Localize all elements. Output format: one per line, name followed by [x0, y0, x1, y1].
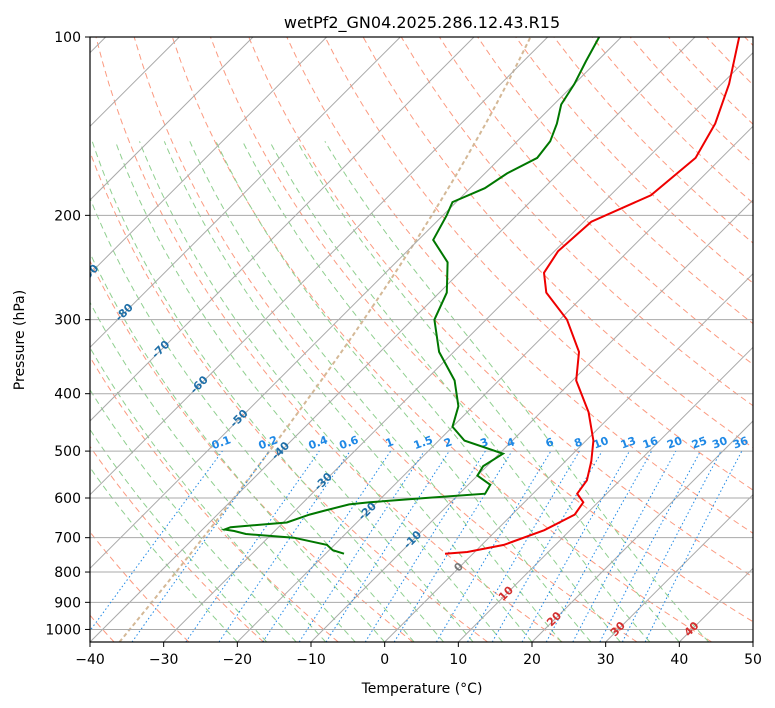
y-axis-ticks: 100 200 300 400 500 600 700 800 900 1000 — [45, 30, 90, 638]
y-tick-label: 700 — [54, 531, 81, 547]
mixing-ratio-line — [572, 450, 677, 642]
background-lines — [90, 37, 753, 642]
dry-adiabat — [248, 37, 753, 578]
dry-adiabat — [95, 37, 563, 642]
mixing-ratio-label: 2 — [442, 435, 454, 450]
isotherm-line — [236, 125, 753, 642]
dry-adiabat — [133, 37, 638, 642]
x-tick-label: 40 — [670, 652, 688, 668]
isotherm-line — [90, 37, 696, 642]
isotherm-line — [752, 641, 753, 642]
mixing-ratio-line — [298, 450, 425, 642]
mixing-ratio-line — [325, 450, 450, 642]
mixing-ratio-label: 0.2 — [257, 433, 280, 452]
plot-background — [90, 37, 753, 642]
dry-adiabat — [210, 37, 753, 623]
isotherm-line — [90, 37, 328, 275]
mixing-ratio-label: 0.4 — [307, 433, 330, 452]
isotherm-line — [531, 420, 753, 642]
y-tick-label: 900 — [54, 595, 81, 611]
x-axis-title: Temperature (°C) — [361, 681, 483, 697]
mixing-ratio-label: 1.5 — [412, 433, 435, 452]
mixing-ratio-line — [185, 450, 320, 642]
y-axis-title: Pressure (hPa) — [12, 290, 28, 390]
plot-frame — [89, 36, 754, 643]
mixing-ratio-line — [545, 450, 653, 642]
x-tick-label: 50 — [744, 652, 762, 668]
mixing-ratio-line — [131, 450, 270, 642]
y-tick-label: 600 — [54, 491, 81, 507]
x-tick-label: 30 — [597, 652, 615, 668]
x-tick-label: −40 — [75, 652, 105, 668]
chart-title: wetPf2_GN04.2025.286.12.43.R15 — [284, 13, 560, 33]
mixing-ratio-label: 13 — [619, 434, 638, 451]
dry-adiabat — [515, 37, 753, 284]
x-tick-label: 20 — [523, 652, 541, 668]
mixing-ratio-label: 30 — [710, 434, 729, 452]
isotherm-line — [163, 51, 753, 642]
isotherm-line — [310, 199, 753, 642]
ice-curve — [118, 37, 532, 642]
isotherm-line — [90, 37, 475, 422]
mixing-ratio-label: 20 — [665, 434, 684, 452]
isotherm-line — [90, 37, 254, 201]
x-tick-label: −10 — [296, 652, 326, 668]
mixing-ratio-label: 0.6 — [338, 433, 361, 452]
isotherm-line — [90, 37, 622, 570]
mixing-ratio-label: 3 — [478, 435, 490, 450]
x-tick-label: 10 — [449, 652, 467, 668]
mixing-ratio-line — [90, 450, 223, 632]
dry-adiabat — [90, 356, 339, 642]
mixing-ratio-label: 1 — [384, 435, 396, 450]
mixing-ratio-label: 25 — [690, 434, 709, 451]
y-tick-label: 1000 — [45, 622, 81, 638]
y-tick-label: 300 — [54, 313, 81, 329]
isotherm-line — [457, 346, 753, 642]
mixing-ratio-labels: 0.1 0.2 0.4 0.6 1 1.5 2 3 4 6 8 10 13 16 20 25 30 36 — [210, 433, 750, 452]
x-axis-ticks: −40 −30 −20 −10 0 10 20 30 40 50 — [75, 642, 762, 668]
x-tick-label: −20 — [223, 652, 253, 668]
mixing-ratio-line — [262, 450, 392, 642]
mixing-ratio-label: 0.1 — [210, 433, 233, 452]
x-tick-label: −30 — [149, 652, 179, 668]
dry-adiabat — [324, 37, 753, 491]
temperature-series-line — [444, 37, 741, 555]
mixing-ratio-label: 8 — [572, 435, 584, 450]
dry-adiabat — [286, 37, 753, 534]
mixing-ratio-line — [644, 450, 743, 642]
y-tick-label: 200 — [54, 208, 81, 224]
mixing-ratio-label: 36 — [731, 434, 750, 452]
mixing-ratio-line — [521, 450, 630, 642]
x-tick-label: 0 — [380, 652, 389, 668]
isotherm-line — [384, 272, 753, 642]
isotherm-line — [90, 37, 401, 349]
y-tick-label: 400 — [54, 387, 81, 403]
y-tick-label: 100 — [54, 30, 81, 46]
isotherm-line — [90, 37, 549, 496]
mixing-ratio-line — [218, 450, 351, 642]
sounding-series — [220, 37, 741, 555]
dry-adiabat — [90, 445, 264, 642]
isotherm-line — [605, 493, 753, 642]
dry-adiabat — [90, 259, 414, 642]
mixing-ratio-label: 4 — [505, 435, 517, 450]
mixing-ratio-label: 6 — [544, 435, 556, 450]
dewpoint-series-line — [220, 37, 601, 555]
y-tick-label: 800 — [54, 565, 81, 581]
mixing-ratio-label: 16 — [641, 434, 660, 452]
dry-adiabat — [171, 37, 712, 642]
isotherm-label: -90 — [78, 261, 101, 284]
y-tick-label: 500 — [54, 444, 81, 460]
mixing-ratio-label: 10 — [592, 434, 611, 452]
